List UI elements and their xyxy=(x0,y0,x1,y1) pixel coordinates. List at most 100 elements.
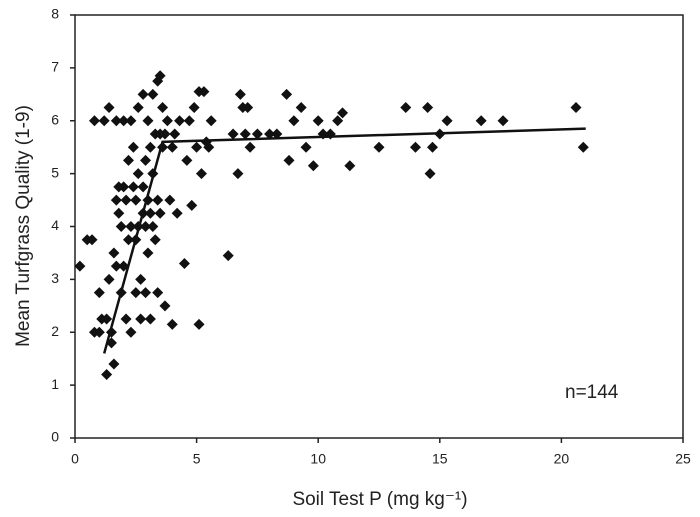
point xyxy=(251,128,263,140)
point xyxy=(113,207,125,219)
point xyxy=(157,102,169,114)
point xyxy=(137,181,149,193)
x-tick-label: 10 xyxy=(310,451,326,467)
point xyxy=(120,313,132,325)
point xyxy=(108,247,120,259)
point xyxy=(149,234,161,246)
point xyxy=(127,141,139,153)
fit-line xyxy=(102,127,586,354)
point xyxy=(115,221,127,232)
point xyxy=(152,194,164,206)
point xyxy=(125,221,137,232)
point xyxy=(154,207,166,219)
point xyxy=(140,287,152,299)
point xyxy=(205,115,217,127)
point xyxy=(183,115,195,127)
point xyxy=(101,313,113,325)
point xyxy=(127,181,139,193)
point xyxy=(98,115,110,127)
point xyxy=(264,128,276,140)
point xyxy=(118,115,130,127)
point xyxy=(174,115,186,127)
point xyxy=(271,128,283,140)
point xyxy=(295,102,307,114)
point xyxy=(144,313,156,325)
point xyxy=(125,115,137,127)
point xyxy=(147,88,159,100)
point xyxy=(424,168,436,180)
y-tick-label: 4 xyxy=(51,217,59,233)
point xyxy=(93,326,105,338)
point xyxy=(103,273,115,285)
point xyxy=(159,128,171,140)
y-tick-label: 2 xyxy=(51,323,59,339)
y-axis-label: Mean Turfgrass Quality (1-9) xyxy=(13,105,34,347)
y-tick-label: 1 xyxy=(51,376,59,392)
point xyxy=(135,313,147,325)
point xyxy=(125,326,137,338)
point xyxy=(234,88,246,100)
x-tick-label: 20 xyxy=(554,451,570,467)
point xyxy=(137,88,149,100)
point xyxy=(427,141,439,153)
point xyxy=(101,369,113,381)
point xyxy=(400,102,412,114)
point xyxy=(441,115,453,127)
point xyxy=(332,115,344,127)
point xyxy=(422,102,434,114)
point xyxy=(144,141,156,153)
point xyxy=(166,141,178,153)
point xyxy=(373,141,385,153)
point xyxy=(222,250,234,262)
point xyxy=(281,88,293,100)
point xyxy=(232,168,244,180)
x-axis-label: Soil Test P (mg kg⁻¹) xyxy=(292,489,467,510)
y-tick-label: 0 xyxy=(51,429,59,445)
point xyxy=(120,194,132,206)
y-tick-label: 6 xyxy=(51,111,59,127)
point xyxy=(123,234,135,246)
point xyxy=(135,273,147,285)
point xyxy=(110,115,122,127)
y-tick-label: 3 xyxy=(51,270,59,286)
point xyxy=(166,318,178,330)
x-tick-label: 0 xyxy=(71,451,79,467)
y-tick-label: 8 xyxy=(51,6,59,22)
point xyxy=(195,168,207,180)
point xyxy=(132,168,144,180)
y-tick-label: 5 xyxy=(51,164,59,180)
point xyxy=(140,154,152,166)
point xyxy=(203,141,215,153)
point xyxy=(161,115,173,127)
point xyxy=(570,102,582,114)
point xyxy=(409,141,421,153)
point xyxy=(300,141,312,153)
point xyxy=(283,154,295,166)
point xyxy=(142,247,154,259)
point xyxy=(93,287,105,299)
point xyxy=(244,141,256,153)
point xyxy=(159,300,171,312)
point xyxy=(74,260,86,272)
point xyxy=(110,260,122,272)
point xyxy=(123,154,135,166)
point xyxy=(288,115,300,127)
point xyxy=(144,207,156,219)
point xyxy=(142,115,154,127)
point xyxy=(88,115,100,127)
point xyxy=(178,258,190,270)
point xyxy=(307,160,319,172)
point xyxy=(186,199,198,211)
point xyxy=(154,70,166,82)
point xyxy=(147,221,159,232)
point xyxy=(164,194,176,206)
point xyxy=(188,102,200,114)
point xyxy=(242,102,254,114)
point xyxy=(475,115,487,127)
x-tick-label: 15 xyxy=(432,451,448,467)
point xyxy=(86,234,98,246)
point xyxy=(171,207,183,219)
point xyxy=(130,287,142,299)
